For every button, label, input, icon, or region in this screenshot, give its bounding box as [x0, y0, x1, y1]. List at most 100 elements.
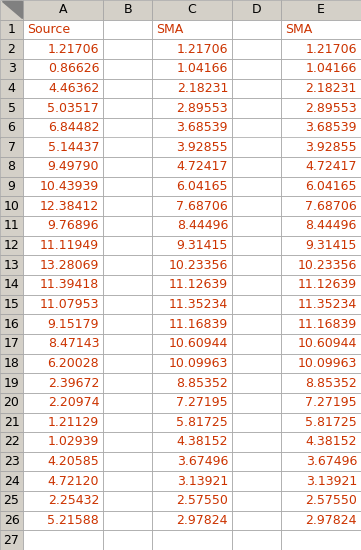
Bar [152, 236, 232, 255]
Text: 1.02939: 1.02939 [48, 436, 99, 448]
Text: 11.07953: 11.07953 [40, 298, 99, 311]
Text: 0.86626: 0.86626 [48, 62, 99, 75]
Text: 18: 18 [4, 357, 19, 370]
Bar [103, 98, 152, 118]
Bar [0, 275, 23, 295]
Bar [232, 118, 281, 138]
Text: 8.44496: 8.44496 [177, 219, 228, 233]
Text: 4.20585: 4.20585 [47, 455, 99, 468]
Bar [281, 216, 361, 236]
Bar [103, 491, 152, 511]
Bar [23, 511, 103, 530]
Text: 8: 8 [8, 161, 16, 173]
Text: 6.84482: 6.84482 [48, 121, 99, 134]
Bar [0, 373, 23, 393]
Bar [103, 373, 152, 393]
Bar [232, 0, 281, 20]
Bar [0, 471, 23, 491]
Bar [232, 314, 281, 334]
Bar [103, 39, 152, 59]
Bar [152, 196, 232, 216]
Bar [23, 334, 103, 354]
Bar [103, 354, 152, 373]
Bar [281, 412, 361, 432]
Bar [103, 255, 152, 275]
Text: 20: 20 [4, 396, 19, 409]
Text: Source: Source [27, 23, 70, 36]
Bar [152, 373, 232, 393]
Bar [23, 79, 103, 98]
Text: 1.04166: 1.04166 [306, 62, 357, 75]
Bar [0, 59, 23, 79]
Bar [152, 118, 232, 138]
Text: C: C [188, 3, 196, 16]
Bar [103, 334, 152, 354]
Bar [0, 432, 23, 452]
Text: 8.47143: 8.47143 [48, 337, 99, 350]
Bar [152, 138, 232, 157]
Bar [23, 98, 103, 118]
Bar [232, 216, 281, 236]
Bar [23, 452, 103, 471]
Text: 8.85352: 8.85352 [305, 377, 357, 389]
Text: 14: 14 [4, 278, 19, 292]
Bar [152, 216, 232, 236]
Bar [103, 471, 152, 491]
Bar [152, 432, 232, 452]
Text: 1.21706: 1.21706 [48, 42, 99, 56]
Bar [152, 20, 232, 39]
Text: 3.67496: 3.67496 [306, 455, 357, 468]
Text: 19: 19 [4, 377, 19, 389]
Text: 13.28069: 13.28069 [40, 258, 99, 272]
Bar [152, 157, 232, 177]
Bar [152, 275, 232, 295]
Bar [103, 177, 152, 196]
Bar [281, 138, 361, 157]
Text: 10.23356: 10.23356 [297, 258, 357, 272]
Bar [232, 196, 281, 216]
Bar [232, 20, 281, 39]
Bar [0, 354, 23, 373]
Bar [232, 334, 281, 354]
Bar [281, 20, 361, 39]
Bar [281, 275, 361, 295]
Bar [232, 530, 281, 550]
Bar [152, 98, 232, 118]
Bar [103, 157, 152, 177]
Text: 12: 12 [4, 239, 19, 252]
Bar [281, 177, 361, 196]
Text: 2.89553: 2.89553 [177, 102, 228, 114]
Bar [103, 0, 152, 20]
Text: A: A [59, 3, 68, 16]
Bar [0, 39, 23, 59]
Text: 2.25432: 2.25432 [48, 494, 99, 508]
Text: 11.39418: 11.39418 [40, 278, 99, 292]
Text: 15: 15 [4, 298, 19, 311]
Bar [23, 412, 103, 432]
Bar [281, 334, 361, 354]
Bar [0, 491, 23, 511]
Bar [103, 216, 152, 236]
Text: 8.85352: 8.85352 [176, 377, 228, 389]
Text: 2.20974: 2.20974 [48, 396, 99, 409]
Text: 3.13921: 3.13921 [177, 475, 228, 488]
Bar [0, 334, 23, 354]
Text: 7.68706: 7.68706 [176, 200, 228, 213]
Text: SMA: SMA [285, 23, 312, 36]
Bar [23, 471, 103, 491]
Bar [232, 138, 281, 157]
Bar [232, 79, 281, 98]
Text: 16: 16 [4, 317, 19, 331]
Bar [281, 511, 361, 530]
Bar [103, 118, 152, 138]
Text: 7.68706: 7.68706 [305, 200, 357, 213]
Bar [281, 236, 361, 255]
Text: 3.13921: 3.13921 [306, 475, 357, 488]
Bar [232, 471, 281, 491]
Text: 11.16839: 11.16839 [298, 317, 357, 331]
Bar [232, 275, 281, 295]
Bar [281, 98, 361, 118]
Bar [23, 39, 103, 59]
Bar [103, 275, 152, 295]
Text: 7: 7 [8, 141, 16, 154]
